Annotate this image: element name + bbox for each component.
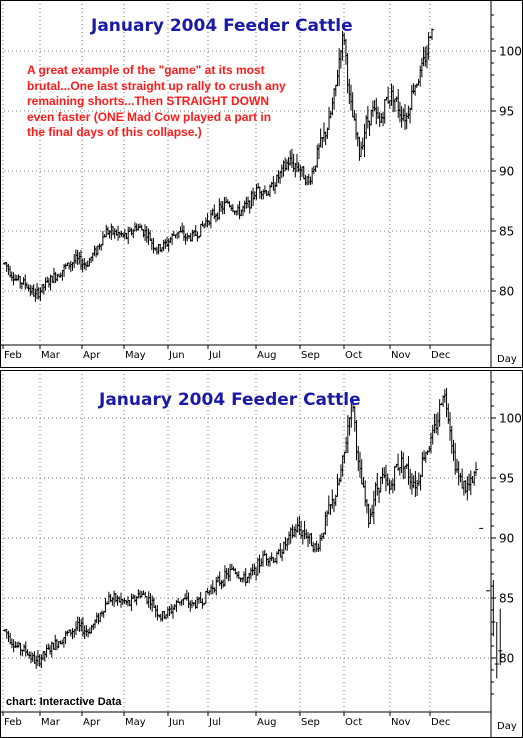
chart-title-bottom: January 2004 Feeder Cattle xyxy=(99,390,361,410)
x-tick-label: Sep xyxy=(301,350,320,361)
x-tick-label: Jul xyxy=(208,717,221,728)
x-tick-label: Nov xyxy=(391,350,411,361)
x-tick-label: Aug xyxy=(257,350,277,361)
x-tick-label: Sep xyxy=(301,717,320,728)
x-tick-label: Dec xyxy=(431,717,450,728)
x-tick-label: May xyxy=(125,717,146,728)
y-tick-label: 90 xyxy=(499,532,514,546)
x-tick-label: Jun xyxy=(168,717,185,728)
chart-frame xyxy=(0,0,523,368)
x-tick-label: May xyxy=(125,350,146,361)
y-tick-label: 85 xyxy=(499,592,514,606)
y-tick-label: 90 xyxy=(499,165,514,179)
ohlc-bar xyxy=(474,461,478,477)
ohlc-bar-limit xyxy=(498,608,503,666)
x-tick-label: Jul xyxy=(208,350,221,361)
x-tick-label: Aug xyxy=(257,717,277,728)
x-tick-label: Apr xyxy=(83,717,101,728)
y-tick-label: 80 xyxy=(499,652,514,666)
x-unit-label: Day xyxy=(497,354,517,365)
x-tick-label: Feb xyxy=(4,350,22,361)
x-tick-label: Apr xyxy=(83,350,101,361)
x-tick-label: Oct xyxy=(345,350,362,361)
chart-title-top: January 2004 Feeder Cattle xyxy=(91,16,353,36)
y-tick-labels: 80 85 90 95 100 xyxy=(499,45,522,299)
chart-annotation: A great example of the "game" at its mos… xyxy=(27,63,286,139)
chart-frame xyxy=(0,370,523,738)
ohlc-bars xyxy=(3,387,503,679)
x-tick-labels: Feb Mar Apr May Jun Jul Aug Sep Oct Nov Dec xyxy=(4,350,450,361)
x-tick-label: Feb xyxy=(4,717,22,728)
y-tick-label: 100 xyxy=(499,45,522,59)
y-tick-label: 100 xyxy=(499,412,522,426)
chart-credit: chart: Interactive Data xyxy=(6,696,122,708)
x-tick-label: Mar xyxy=(41,350,61,361)
ohlc-bar xyxy=(430,28,434,40)
y-tick-label: 80 xyxy=(499,285,514,299)
x-tick-label: Nov xyxy=(391,717,411,728)
y-tick-label: 95 xyxy=(499,472,514,486)
y-tick-labels: 80 85 90 95 100 xyxy=(499,412,522,666)
x-tick-labels: Feb Mar Apr May Jun Jul Aug Sep Oct Nov Dec xyxy=(4,717,450,728)
chart-top: 80 85 90 95 100 Feb Mar Apr May Jun Jul Aug Sep Oct No… xyxy=(0,0,523,368)
x-unit-label: Day xyxy=(497,721,517,732)
y-tick-label: 95 xyxy=(499,105,514,119)
y-tick-label: 85 xyxy=(499,225,514,239)
chart-panel-bottom: 80 85 90 95 100 Feb Mar Apr May Jun Jul Aug Sep Oct No… xyxy=(0,370,523,738)
chart-bottom: 80 85 90 95 100 Feb Mar Apr May Jun Jul Aug Sep Oct No… xyxy=(0,370,523,738)
x-tick-label: Jun xyxy=(168,350,185,361)
ohlc-bar-limit xyxy=(494,622,499,679)
x-tick-label: Dec xyxy=(431,350,450,361)
chart-panel-top: 80 85 90 95 100 Feb Mar Apr May Jun Jul Aug Sep Oct No… xyxy=(0,0,523,368)
x-tick-label: Oct xyxy=(345,717,362,728)
ohlc-bar-limit xyxy=(491,580,496,637)
ohlc-bars xyxy=(3,28,434,302)
x-tick-label: Mar xyxy=(41,717,61,728)
